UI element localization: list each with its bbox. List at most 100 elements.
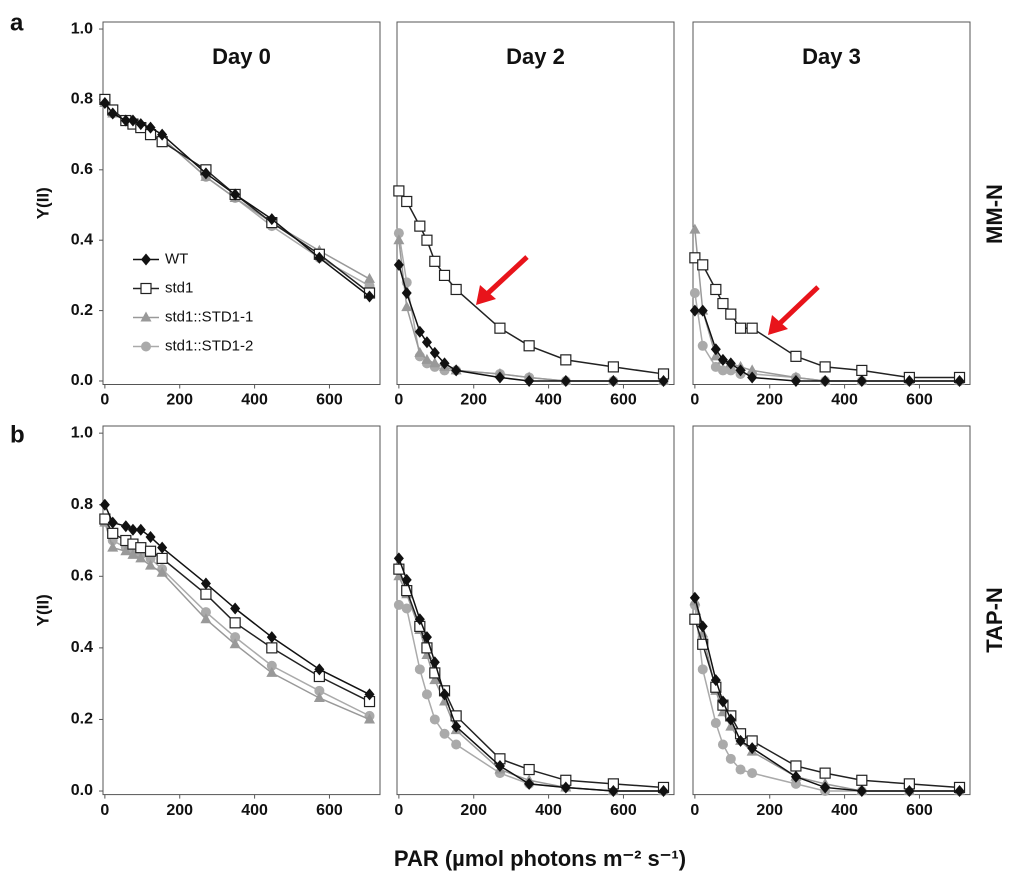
marker	[135, 552, 147, 563]
x-tick-label: 200	[460, 392, 487, 409]
marker	[393, 552, 404, 565]
marker	[608, 785, 619, 798]
marker	[746, 322, 758, 334]
marker	[725, 365, 736, 376]
marker	[697, 620, 708, 633]
y-tick-label: 0.6	[71, 568, 93, 585]
marker	[856, 374, 867, 387]
marker	[451, 720, 462, 733]
marker	[401, 573, 412, 586]
marker	[524, 777, 535, 790]
marker	[200, 588, 212, 600]
marker	[725, 308, 737, 320]
x-tick-label: 400	[241, 392, 268, 409]
legend-label: std1::STD1-2	[165, 337, 253, 354]
marker	[230, 188, 241, 201]
x-axis-label: PAR (µmol photons m⁻² s⁻¹)	[394, 846, 686, 871]
marker	[127, 548, 139, 559]
marker	[156, 552, 168, 565]
series-line	[694, 309, 960, 382]
marker	[401, 195, 413, 208]
x-tick-label: 600	[316, 392, 343, 409]
marker	[200, 607, 211, 618]
marker	[608, 374, 619, 387]
marker	[401, 301, 413, 312]
marker	[607, 361, 619, 373]
y-tick-label: 1.0	[71, 20, 93, 37]
marker	[99, 498, 110, 511]
marker	[266, 213, 277, 226]
marker	[140, 282, 152, 295]
series-line	[694, 604, 960, 792]
marker	[697, 304, 708, 317]
marker	[856, 774, 868, 786]
legend-label: std1	[165, 279, 193, 296]
marker	[414, 664, 425, 675]
x-tick-label: 600	[610, 802, 637, 819]
marker	[230, 632, 241, 643]
marker	[560, 354, 572, 366]
marker	[314, 251, 325, 264]
marker	[717, 353, 728, 366]
marker	[734, 322, 747, 334]
marker	[200, 613, 212, 624]
marker	[421, 353, 433, 364]
marker	[99, 96, 110, 109]
marker	[689, 613, 701, 625]
marker	[717, 297, 729, 310]
marker	[524, 374, 535, 387]
series-line	[398, 233, 664, 382]
plot-frame	[396, 425, 675, 796]
marker	[156, 566, 168, 577]
marker	[735, 764, 746, 775]
marker	[157, 128, 168, 141]
y-tick-label: 1.0	[71, 424, 93, 441]
panel-title: Day 0	[212, 44, 271, 69]
marker	[200, 577, 211, 590]
marker	[689, 304, 700, 317]
marker	[107, 541, 119, 552]
marker	[494, 322, 506, 334]
x-tick-label: 600	[316, 802, 343, 819]
plot-frame	[692, 425, 971, 796]
marker	[725, 357, 736, 370]
legend-label: std1::STD1-1	[165, 308, 253, 325]
marker	[364, 290, 375, 303]
marker	[560, 374, 571, 387]
x-tick-label: 0	[100, 392, 109, 409]
marker	[790, 770, 801, 783]
plot-frame	[396, 21, 675, 385]
marker	[401, 603, 412, 614]
marker	[439, 688, 450, 701]
marker	[141, 253, 151, 266]
marker	[429, 357, 441, 368]
x-tick-label: 200	[756, 392, 783, 409]
marker	[229, 617, 241, 629]
y-tick-label: 0.2	[71, 711, 93, 728]
marker	[230, 602, 241, 615]
marker	[717, 695, 728, 708]
marker	[790, 760, 802, 772]
marker	[364, 713, 376, 724]
marker	[725, 753, 736, 764]
marker	[710, 350, 722, 361]
plot-frame	[692, 21, 971, 385]
marker	[401, 286, 412, 299]
marker	[954, 785, 965, 798]
x-tick-label: 0	[690, 392, 699, 409]
y-tick-label: 0.8	[71, 496, 93, 513]
marker	[710, 283, 722, 296]
marker	[438, 269, 451, 281]
marker	[451, 364, 462, 377]
marker	[658, 374, 669, 387]
marker	[725, 720, 737, 731]
marker	[429, 255, 441, 267]
x-tick-label: 200	[166, 802, 193, 819]
marker	[710, 343, 721, 356]
marker	[120, 520, 131, 533]
row-label: a	[10, 9, 24, 36]
marker	[820, 374, 831, 387]
marker	[266, 660, 277, 671]
marker	[314, 663, 325, 676]
y-tick-label: 0.0	[71, 782, 93, 799]
